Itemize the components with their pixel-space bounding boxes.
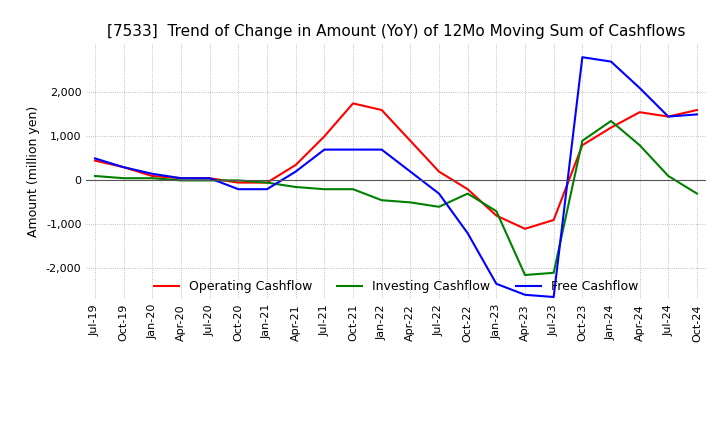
Investing Cashflow [91,173,99,179]
Operating Cashflow [549,217,558,223]
Investing Cashflow [292,184,300,190]
Operating Cashflow [406,138,415,143]
Investing Cashflow [607,118,616,124]
Free Cashflow [205,176,214,181]
Investing Cashflow [664,173,672,179]
Investing Cashflow [377,198,386,203]
Operating Cashflow [320,134,328,139]
Free Cashflow [549,294,558,300]
Operating Cashflow [435,169,444,174]
Free Cashflow [406,169,415,174]
Free Cashflow [492,281,500,286]
Investing Cashflow [263,180,271,185]
Operating Cashflow [263,180,271,185]
Line: Investing Cashflow: Investing Cashflow [95,121,697,275]
Title: [7533]  Trend of Change in Amount (YoY) of 12Mo Moving Sum of Cashflows: [7533] Trend of Change in Amount (YoY) o… [107,24,685,39]
Operating Cashflow [148,173,157,179]
Operating Cashflow [664,114,672,119]
Investing Cashflow [492,209,500,214]
Operating Cashflow [464,187,472,192]
Investing Cashflow [549,270,558,275]
Investing Cashflow [205,178,214,183]
Free Cashflow [120,165,128,170]
Investing Cashflow [464,191,472,196]
Free Cashflow [234,187,243,192]
Free Cashflow [635,85,644,91]
Operating Cashflow [348,101,357,106]
Investing Cashflow [406,200,415,205]
Investing Cashflow [521,272,529,278]
Line: Operating Cashflow: Operating Cashflow [95,103,697,229]
Operating Cashflow [578,143,587,148]
Free Cashflow [348,147,357,152]
Investing Cashflow [176,178,185,183]
Investing Cashflow [120,176,128,181]
Investing Cashflow [578,138,587,143]
Free Cashflow [464,231,472,236]
Operating Cashflow [521,226,529,231]
Investing Cashflow [148,176,157,181]
Investing Cashflow [320,187,328,192]
Free Cashflow [292,169,300,174]
Free Cashflow [91,156,99,161]
Free Cashflow [578,55,587,60]
Free Cashflow [607,59,616,64]
Investing Cashflow [348,187,357,192]
Free Cashflow [664,114,672,119]
Operating Cashflow [292,162,300,168]
Legend: Operating Cashflow, Investing Cashflow, Free Cashflow: Operating Cashflow, Investing Cashflow, … [149,275,643,298]
Free Cashflow [176,176,185,181]
Free Cashflow [521,292,529,297]
Free Cashflow [377,147,386,152]
Free Cashflow [693,112,701,117]
Free Cashflow [148,171,157,176]
Operating Cashflow [120,165,128,170]
Operating Cashflow [635,110,644,115]
Free Cashflow [435,191,444,196]
Investing Cashflow [435,204,444,209]
Operating Cashflow [607,125,616,130]
Operating Cashflow [205,176,214,181]
Operating Cashflow [91,158,99,163]
Free Cashflow [320,147,328,152]
Investing Cashflow [693,191,701,196]
Investing Cashflow [234,178,243,183]
Y-axis label: Amount (million yen): Amount (million yen) [27,106,40,237]
Operating Cashflow [377,107,386,113]
Operating Cashflow [693,107,701,113]
Line: Free Cashflow: Free Cashflow [95,57,697,297]
Operating Cashflow [234,180,243,185]
Operating Cashflow [176,176,185,181]
Investing Cashflow [635,143,644,148]
Operating Cashflow [492,213,500,218]
Free Cashflow [263,187,271,192]
